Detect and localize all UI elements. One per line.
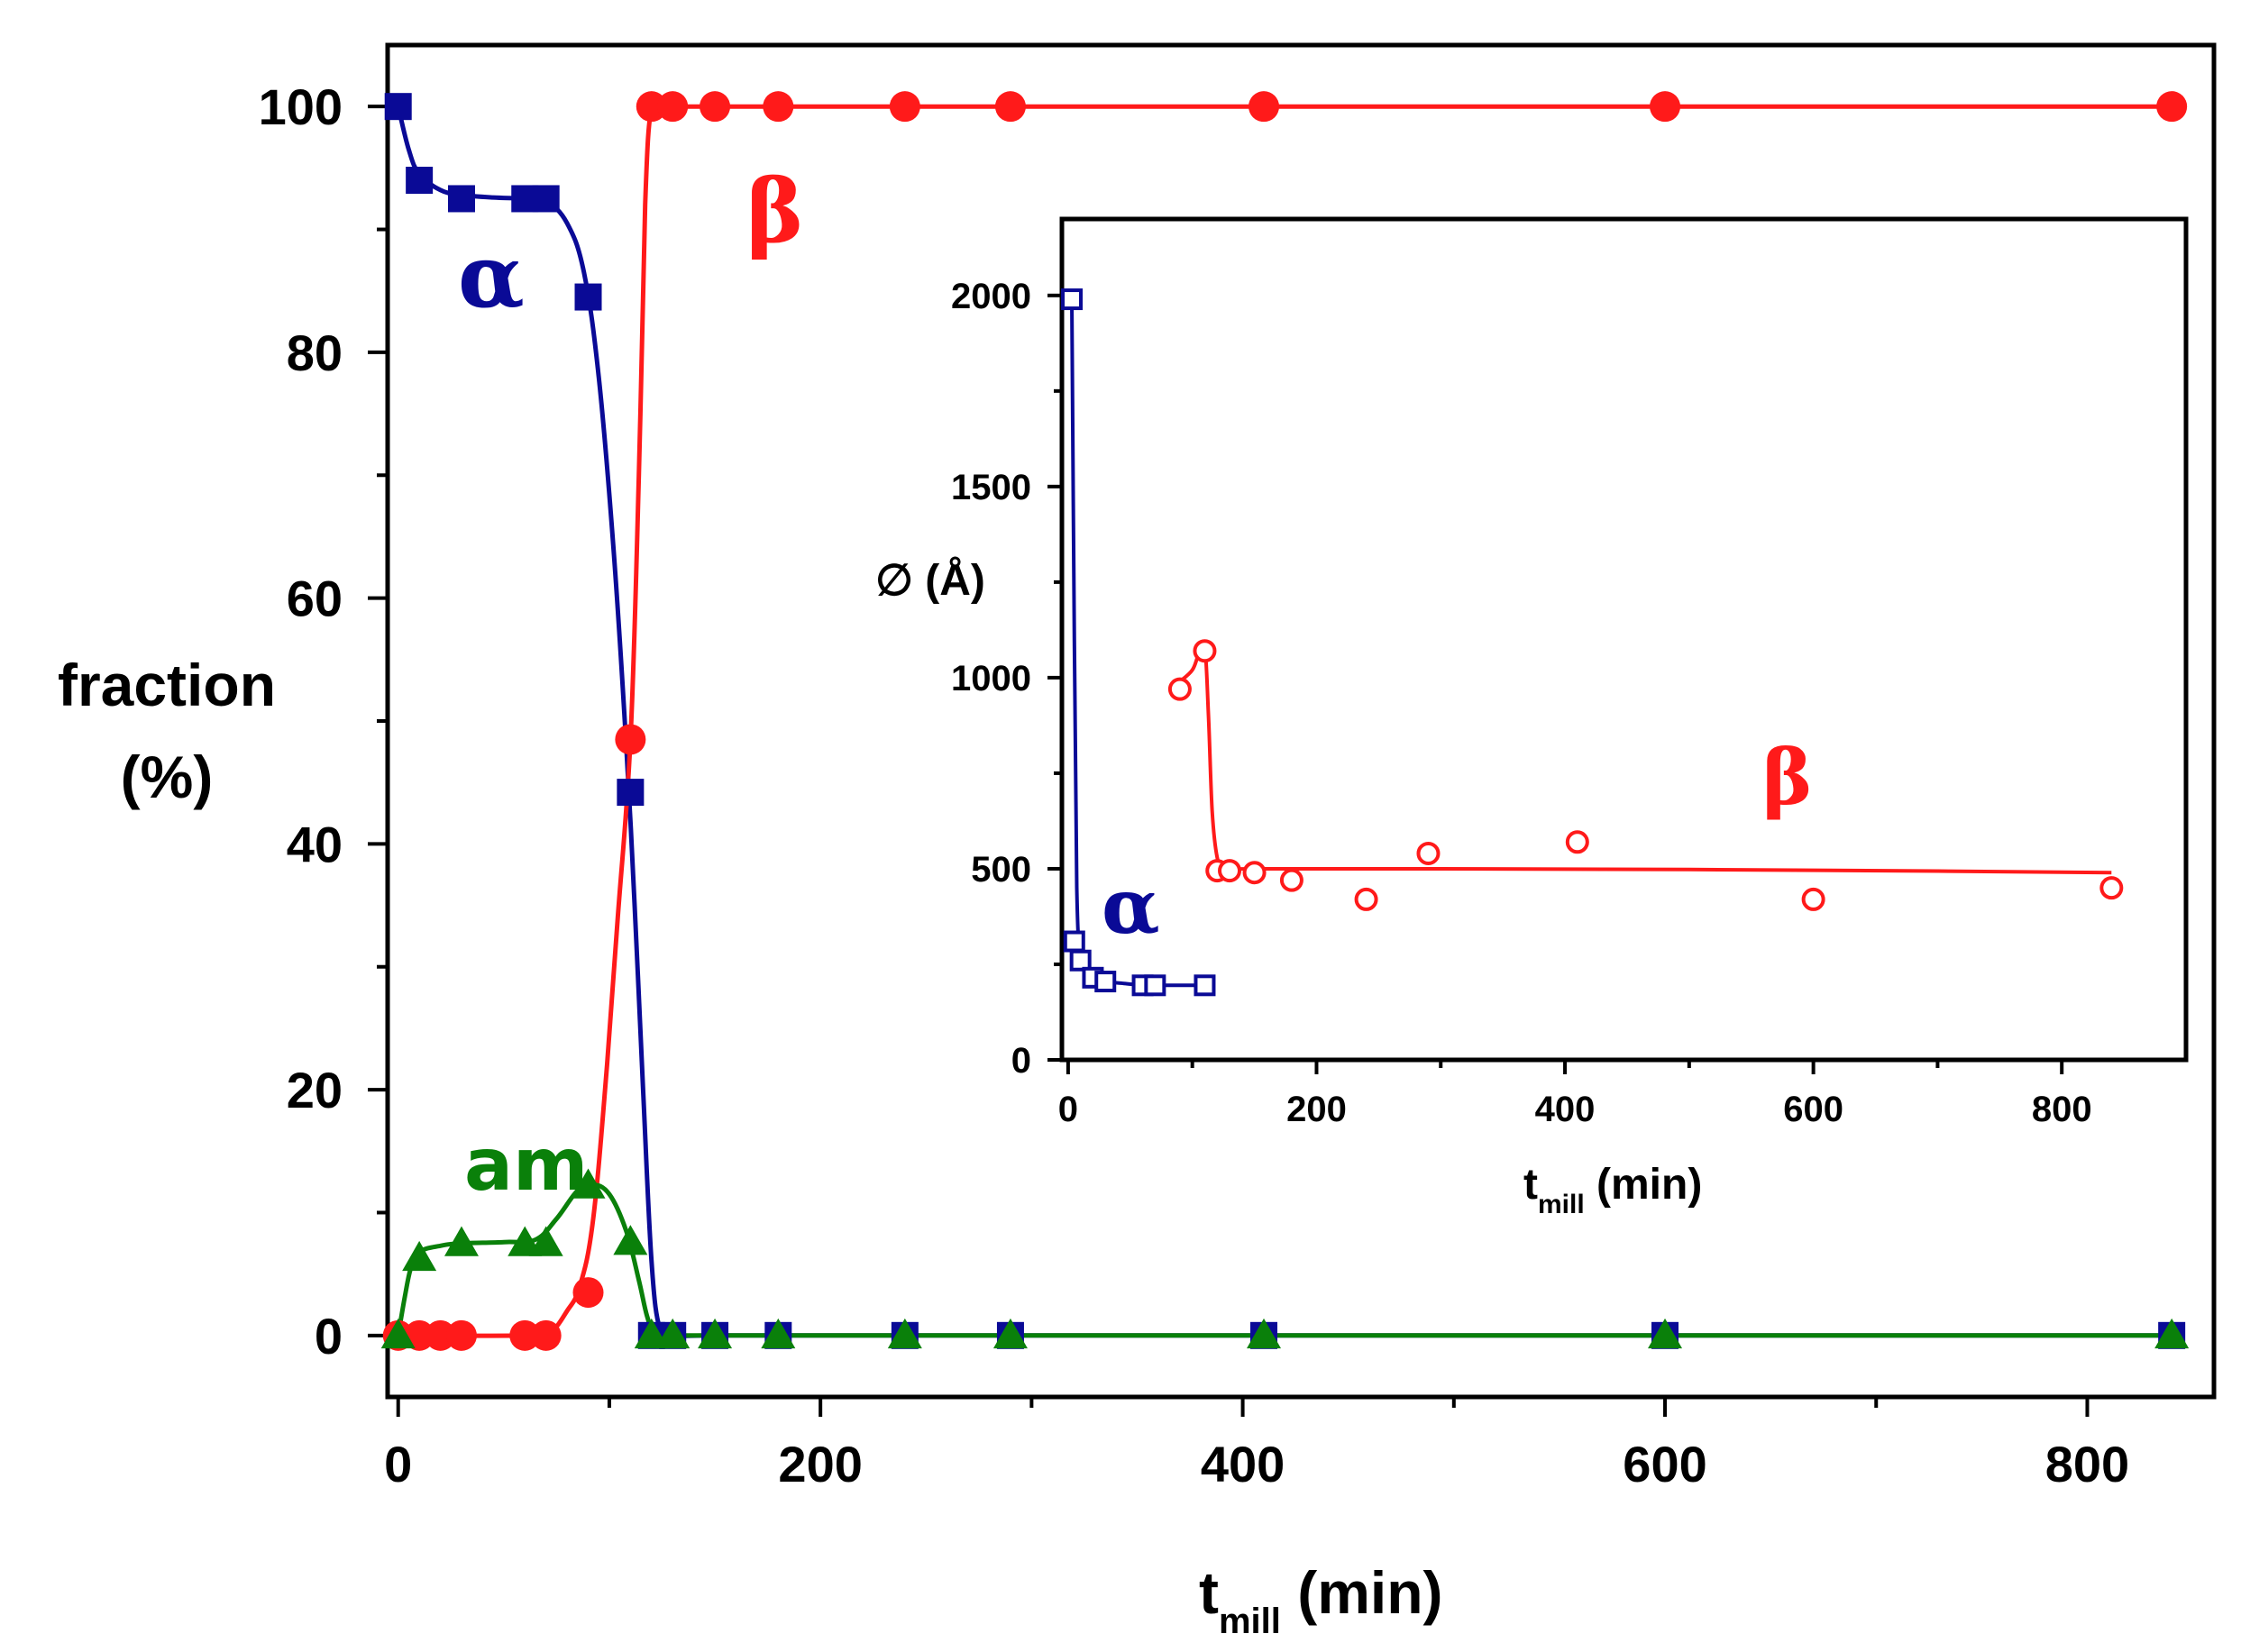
inset-series-label-alpha: α (1102, 862, 1160, 951)
inset-x-tick-label: 800 (2032, 1090, 2092, 1129)
inset-point-β (2099, 876, 2124, 900)
inset-series-label-beta: β (1762, 733, 1813, 822)
inset-point-α (1061, 288, 1084, 311)
main-point-am (992, 1318, 1028, 1349)
main-markers (380, 91, 2190, 1351)
main-x-tick-label: 400 (1201, 1436, 1285, 1492)
main-x-axis-label: tmill (min) (1199, 1559, 1443, 1641)
main-point-am (571, 1168, 606, 1199)
main-x-tick-label: 200 (778, 1436, 862, 1492)
main-point-β (636, 91, 667, 123)
inset-y-axis-label: ∅ (Å) (875, 556, 985, 605)
main-y-tick-label: 40 (287, 816, 343, 872)
main-axis-ticks: 0 200 400 600 800 0 20 40 60 80 100 (259, 78, 2130, 1492)
main-point-am (1648, 1318, 1683, 1349)
main-y-tick-label: 60 (287, 570, 343, 627)
main-series-line-am (396, 1182, 2172, 1339)
main-point-β (1650, 91, 1681, 123)
main-point-α (574, 283, 602, 311)
main-point-β (700, 91, 731, 123)
inset-point-β (1167, 677, 1192, 701)
main-y-tick-label: 80 (287, 324, 343, 381)
main-point-β (445, 1319, 477, 1351)
inset-point-β (1801, 887, 1825, 911)
inset-point-β (1565, 830, 1589, 854)
inset-x-tick-label: 600 (1783, 1090, 1843, 1129)
inset-point-β (1218, 859, 1242, 883)
main-point-am (2154, 1318, 2190, 1349)
main-point-α (447, 185, 475, 213)
inset-x-tick-label: 200 (1286, 1090, 1347, 1129)
inset-point-α (1063, 930, 1085, 953)
inset-axis-ticks: 0 200 400 600 800 0 500 1000 1500 2000 (951, 277, 2092, 1129)
main-series-label-beta: β (746, 160, 804, 262)
inset-point-α (1069, 949, 1092, 972)
main-point-am (613, 1225, 648, 1255)
main-point-am (528, 1226, 563, 1256)
main-point-β (657, 91, 689, 123)
inset-y-tick-label: 2000 (951, 277, 1031, 316)
main-series-label-alpha: α (458, 225, 525, 327)
main-point-β (572, 1277, 604, 1309)
inset-y-tick-label: 1500 (951, 468, 1031, 507)
main-point-β (2156, 91, 2188, 123)
main-point-α (532, 185, 560, 213)
inset-x-tick-label: 0 (1058, 1090, 1078, 1129)
main-point-am (1247, 1318, 1282, 1349)
inset-plot-frame (1059, 216, 2189, 1063)
inset-point-β (1279, 868, 1303, 892)
inset-point-β (1354, 887, 1378, 911)
main-point-am (655, 1318, 691, 1349)
main-point-am (444, 1226, 479, 1256)
main-point-am (380, 1318, 416, 1349)
main-y-axis-label-line1: fraction (58, 652, 276, 718)
main-point-β (530, 1319, 562, 1351)
main-point-β (509, 1319, 541, 1351)
main-point-α (406, 167, 434, 194)
main-point-β (763, 91, 794, 123)
main-x-tick-label: 800 (2045, 1436, 2129, 1492)
inset-x-tick-label: 400 (1535, 1090, 1596, 1129)
inset-y-tick-label: 500 (971, 850, 1031, 890)
inset-point-β (1416, 841, 1441, 865)
main-point-am (761, 1318, 796, 1349)
inset-point-α (1144, 974, 1166, 997)
main-y-tick-label: 100 (259, 78, 343, 135)
main-point-β (889, 91, 920, 123)
main-point-β (994, 91, 1026, 123)
inset-y-tick-label: 0 (1011, 1041, 1031, 1081)
inset-markers (1061, 288, 2124, 997)
inset-point-β (1242, 861, 1267, 885)
inset-point-α (1194, 974, 1216, 997)
inset-x-axis-label: tmill (min) (1523, 1161, 1702, 1219)
main-y-tick-label: 20 (287, 1062, 343, 1118)
main-series-label-am: am (464, 1123, 588, 1207)
main-y-tick-label: 0 (315, 1308, 343, 1364)
main-y-axis-label-line2: (%) (121, 744, 214, 810)
main-point-am (402, 1240, 437, 1272)
inset-y-tick-label: 1000 (951, 659, 1031, 698)
inset-point-α (1094, 971, 1117, 993)
inset-point-β (1193, 639, 1217, 663)
main-point-β (615, 724, 646, 755)
main-x-tick-label: 600 (1623, 1436, 1706, 1492)
main-point-β (1249, 91, 1280, 123)
main-point-α (384, 93, 412, 121)
main-point-am (887, 1318, 922, 1349)
main-point-β (425, 1319, 456, 1351)
main-x-tick-label: 0 (384, 1436, 412, 1492)
main-point-am (698, 1318, 733, 1349)
main-point-α (617, 779, 645, 807)
